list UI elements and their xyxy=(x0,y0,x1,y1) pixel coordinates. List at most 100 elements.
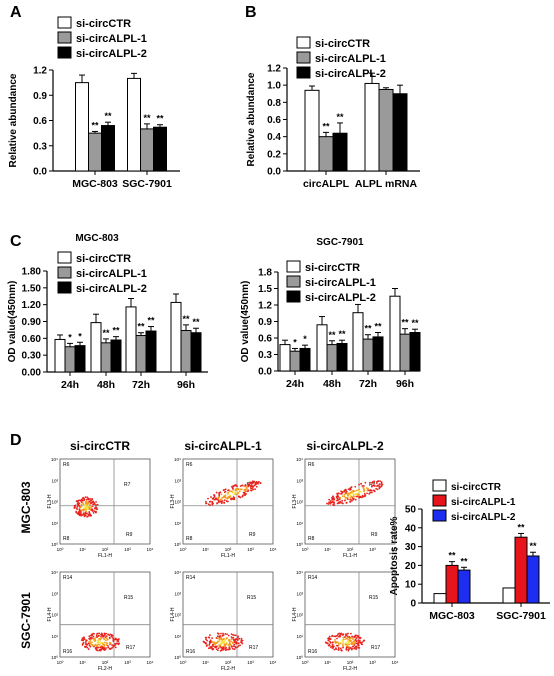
flow-event-dot xyxy=(352,636,354,638)
flow-event-dot xyxy=(237,642,240,645)
flow-event-dot xyxy=(221,648,224,651)
chart-c2-y-tick-label: 0.9 xyxy=(258,317,272,328)
chart-a-x-tick-label: MGC-803 xyxy=(72,178,118,190)
flow-event-dot xyxy=(222,489,225,492)
flow-event-dot xyxy=(337,642,340,645)
flow-event-dot xyxy=(116,640,119,643)
flow-event-dot xyxy=(209,639,212,642)
flow-gate-label: R15 xyxy=(124,595,133,601)
flow-event-dot xyxy=(82,638,85,641)
flow-x-tick-label: 10³ xyxy=(124,660,131,665)
chart-c1-significance: ** xyxy=(112,326,120,336)
flow-event-dot xyxy=(345,641,347,644)
flow-event-dot xyxy=(333,648,336,651)
flow-event-dot xyxy=(234,639,236,642)
chart-d-bar xyxy=(457,569,471,604)
flow-y-tick-label: 10¹ xyxy=(51,634,58,639)
flow-event-dot xyxy=(100,633,103,636)
chart-c1-legend-swatch xyxy=(57,281,72,294)
chart-d-x-tick-label: SGC-7901 xyxy=(496,610,546,622)
flow-event-dot xyxy=(208,641,211,644)
chart-c1-significance: ** xyxy=(137,322,145,332)
flow-event-dot xyxy=(103,632,106,635)
flow-event-dot xyxy=(237,635,239,638)
flow-event-dot xyxy=(250,487,252,490)
flow-event-dot xyxy=(84,511,87,514)
chart-c1-y-tick-label: 1.80 xyxy=(22,267,42,278)
flow-event-dot xyxy=(206,644,209,647)
flow-event-dot xyxy=(223,501,226,504)
chart-c2-legend-swatch xyxy=(286,275,301,288)
flow-event-dot xyxy=(333,502,336,504)
chart-c1-significance: * xyxy=(68,332,72,342)
flow-event-dot xyxy=(362,485,365,487)
flow-event-dot xyxy=(80,505,83,508)
flow-event-dot xyxy=(338,492,340,495)
chart-c2-significance: ** xyxy=(338,329,346,339)
flow-event-dot xyxy=(336,637,338,640)
flow-event-dot xyxy=(91,633,94,636)
chart-c2-legend-label: si-circALPL-1 xyxy=(305,277,376,289)
chart-c2-significance: ** xyxy=(374,322,382,332)
chart-c2-y-axis-label: OD value(450nm) xyxy=(240,281,251,363)
flow-x-tick-label: 10⁴ xyxy=(147,547,154,552)
flow-event-dot xyxy=(207,647,210,650)
flow-x-tick-label: 10⁰ xyxy=(180,547,187,552)
flow-x-axis-label: FL2-H xyxy=(221,666,235,672)
flow-event-dot xyxy=(346,496,349,499)
flow-plot-frame xyxy=(304,571,396,658)
flow-event-dot xyxy=(234,484,237,487)
flow-event-dot xyxy=(329,500,332,502)
flow-event-dot xyxy=(89,634,92,637)
flow-event-dot xyxy=(329,642,332,644)
flow-event-dot xyxy=(344,498,347,501)
flow-event-dot xyxy=(362,488,365,491)
flow-event-dot xyxy=(255,482,257,485)
flow-row-title: MGC-803 xyxy=(19,481,33,533)
chart-c2-y-tick-label: 0.3 xyxy=(258,350,272,361)
chart-a-bar xyxy=(101,125,115,172)
chart-d-bar xyxy=(445,564,459,604)
flow-y-axis-label: FL3-H xyxy=(292,494,298,508)
flow-gate-label: R8 xyxy=(186,536,193,542)
flow-event-dot xyxy=(226,633,228,636)
flow-event-dot xyxy=(92,511,95,514)
flow-event-dot xyxy=(240,637,243,640)
flow-event-dot xyxy=(83,498,86,501)
flow-event-dot xyxy=(100,648,103,651)
flow-event-dot xyxy=(93,644,96,647)
flow-event-dot xyxy=(96,639,99,642)
flow-event-dot xyxy=(216,502,219,504)
flow-event-dot xyxy=(343,490,346,493)
flow-event-dot xyxy=(228,638,231,641)
flow-event-dot xyxy=(80,503,83,506)
flow-x-axis-label: FL1-H xyxy=(343,553,357,559)
chart-c1-significance: ** xyxy=(147,316,155,326)
flow-event-dot xyxy=(333,635,335,638)
flow-event-dot xyxy=(247,490,249,493)
flow-event-dot xyxy=(77,503,80,506)
flow-event-dot xyxy=(240,641,243,644)
flow-gate-label: R14 xyxy=(308,575,317,581)
flow-event-dot xyxy=(250,481,253,484)
chart-a-y-tick-label: 0.3 xyxy=(33,141,47,152)
chart-b-bar xyxy=(332,132,348,172)
flow-y-tick-label: 10² xyxy=(296,500,303,505)
flow-event-dot xyxy=(78,508,81,511)
flow-event-dot xyxy=(332,503,335,506)
flow-event-dot xyxy=(346,494,349,497)
flow-event-dot xyxy=(75,500,78,503)
flow-event-dot xyxy=(233,493,236,496)
flow-event-dot xyxy=(93,632,95,635)
flow-event-dot xyxy=(111,646,114,649)
flow-event-dot xyxy=(232,633,234,636)
flow-event-dot xyxy=(336,634,339,637)
flow-gate-label: R16 xyxy=(308,649,317,655)
flow-x-tick-label: 10⁴ xyxy=(270,660,277,665)
flow-event-dot xyxy=(232,498,234,501)
chart-c2-bar xyxy=(279,344,291,372)
flow-event-dot xyxy=(352,498,355,501)
flow-event-dot xyxy=(104,641,106,644)
chart-c1-legend-label: si-circALPL-1 xyxy=(76,268,147,280)
flow-event-dot xyxy=(211,645,214,648)
